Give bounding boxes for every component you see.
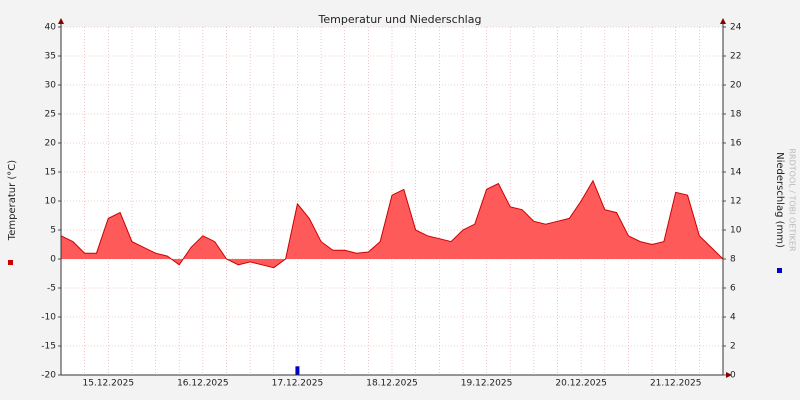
y2-tick-label: 22 bbox=[730, 52, 741, 62]
temperature-line bbox=[60, 179, 724, 269]
x-tick-label: 21.12.2025 bbox=[650, 379, 702, 389]
y-tick-label: -15 bbox=[41, 342, 56, 352]
axis-arrow bbox=[726, 372, 732, 378]
y-tick-label: 40 bbox=[45, 23, 57, 33]
chart-title: Temperatur und Niederschlag bbox=[318, 13, 482, 26]
temperature-area bbox=[61, 180, 723, 268]
y-tick-label: 20 bbox=[45, 139, 57, 149]
y2-tick-label: 6 bbox=[730, 284, 736, 294]
y-tick-label: 5 bbox=[50, 226, 56, 236]
x-tick-label: 15.12.2025 bbox=[83, 379, 135, 389]
y-tick-label: 30 bbox=[45, 81, 57, 91]
y-tick-label: 0 bbox=[50, 255, 56, 265]
legend-swatch bbox=[8, 260, 13, 265]
y2-tick-label: 24 bbox=[730, 23, 742, 33]
y2-tick-label: 8 bbox=[730, 255, 736, 265]
y2-tick-label: 0 bbox=[730, 371, 736, 381]
y-tick-label: 10 bbox=[45, 197, 57, 207]
precip-bar bbox=[295, 366, 300, 375]
watermark: RRDTOOL / TOBI OETIKER bbox=[788, 148, 797, 251]
y2-tick-label: 14 bbox=[730, 168, 742, 178]
y2-tick-label: 12 bbox=[730, 197, 741, 207]
y2-tick-label: 2 bbox=[730, 342, 736, 352]
legend-swatch bbox=[777, 268, 782, 273]
y2-tick-label: 10 bbox=[730, 226, 742, 236]
y2-tick-label: 4 bbox=[730, 313, 736, 323]
y2-tick-label: 16 bbox=[730, 139, 742, 149]
y-tick-label: 15 bbox=[45, 168, 56, 178]
y-axis-title: Temperatur (°C) bbox=[7, 160, 18, 241]
x-tick-label: 18.12.2025 bbox=[366, 379, 418, 389]
y-tick-label: 25 bbox=[45, 110, 56, 120]
axis-arrow bbox=[58, 18, 64, 24]
y2-tick-label: 18 bbox=[730, 110, 742, 120]
x-tick-label: 16.12.2025 bbox=[177, 379, 229, 389]
y-tick-label: 35 bbox=[45, 52, 56, 62]
y-tick-label: -5 bbox=[47, 284, 56, 294]
x-tick-label: 17.12.2025 bbox=[272, 379, 324, 389]
axis-arrow bbox=[720, 18, 726, 24]
y-tick-label: -10 bbox=[41, 313, 56, 323]
y-tick-label: -20 bbox=[41, 371, 56, 381]
x-tick-label: 19.12.2025 bbox=[461, 379, 513, 389]
x-tick-label: 20.12.2025 bbox=[555, 379, 607, 389]
y2-axis-title: Niederschlag (mm) bbox=[774, 152, 785, 248]
y2-tick-label: 20 bbox=[730, 81, 742, 91]
